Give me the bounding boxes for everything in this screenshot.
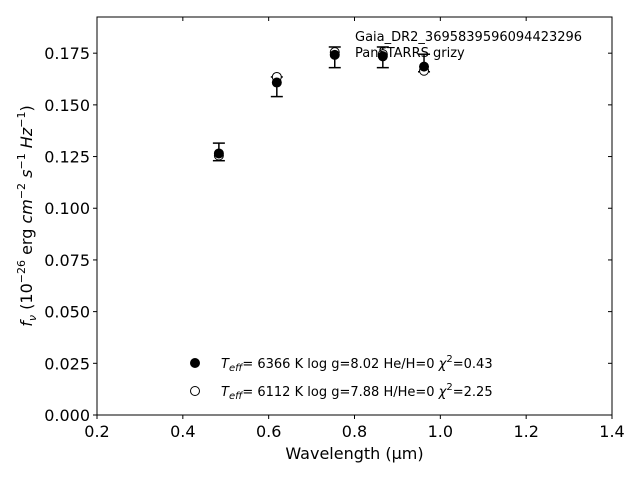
- legend-logg-2: log g=7.88: [307, 385, 379, 400]
- x-axis-label: Wavelength (μm): [285, 444, 423, 463]
- x-tick-label: 0.8: [342, 422, 367, 441]
- svg-text:Teff= 6112 K log g=7.88 H/H: Teff= 6112 K log g=7.88 H/He=0 χ2=2.25: [221, 382, 493, 402]
- legend: Teff= 6366 K log g=8.02 He/H=0 χ2=0.43 T…: [190, 354, 493, 402]
- legend-logg-1: log g=8.02: [307, 357, 379, 372]
- object-name-label: Gaia_DR2_3695839596094423296: [355, 30, 582, 45]
- x-tick-label: 0.6: [256, 422, 281, 441]
- svg-text:Teff= 6366 K log g=8.02 He/: Teff= 6366 K log g=8.02 He/H=0 χ2=0.43: [221, 354, 493, 374]
- model-point-filled: [377, 51, 388, 62]
- y-tick-label: 0.125: [44, 148, 90, 167]
- y-tick-label: 0.175: [44, 44, 90, 63]
- survey-label: PanSTARRS grizy: [355, 46, 465, 61]
- y-tick-label: 0.150: [44, 96, 90, 115]
- legend-teff-2: 6112 K: [257, 385, 303, 400]
- legend-marker-open: [190, 386, 200, 396]
- x-tick-label: 0.4: [170, 422, 195, 441]
- svg-text:fν (10−26 erg cm−2 s−1 Hz−1): fν (10−26 erg cm−2 s−1 Hz−1): [15, 105, 39, 326]
- legend-chi2-2: =2.25: [453, 385, 493, 400]
- model-point-filled: [271, 77, 282, 88]
- legend-comp-2: H/He=0: [383, 385, 434, 400]
- legend-comp-1: He/H=0: [383, 357, 434, 372]
- y-tick-label: 0.050: [44, 303, 90, 322]
- model-point-filled: [419, 61, 430, 72]
- x-tick-label: 1.0: [428, 422, 453, 441]
- y-tick-label: 0.025: [44, 354, 90, 373]
- legend-teff-1: 6366 K: [257, 357, 303, 372]
- legend-chi2-1: =0.43: [453, 357, 493, 372]
- x-tick-label: 0.2: [84, 422, 109, 441]
- y-tick-label: 0.100: [44, 199, 90, 218]
- model-point-filled: [213, 148, 224, 159]
- x-tick-label: 1.4: [599, 422, 624, 441]
- y-tick-label: 0.075: [44, 251, 90, 270]
- model-point-filled: [329, 49, 340, 60]
- legend-marker-filled: [190, 358, 200, 368]
- legend-entry-open: Teff= 6112 K log g=7.88 H/He=0 χ2=2.25: [190, 382, 493, 402]
- y-tick-label: 0.000: [44, 406, 90, 425]
- y-axis: 0.000 0.025 0.050 0.075 0.100 0.125 0.150 0.175: [44, 44, 612, 425]
- legend-entry-filled: Teff= 6366 K log g=8.02 He/H=0 χ2=0.43: [190, 354, 493, 374]
- x-axis: 0.2 0.4 0.6 0.8 1.0 1.2 1.4: [84, 17, 625, 441]
- x-tick-label: 1.2: [513, 422, 538, 441]
- y-axis-label: fν (10−26 erg cm−2 s−1 Hz−1): [15, 105, 39, 326]
- model-markers: [213, 47, 430, 161]
- plot-area: [96, 16, 613, 416]
